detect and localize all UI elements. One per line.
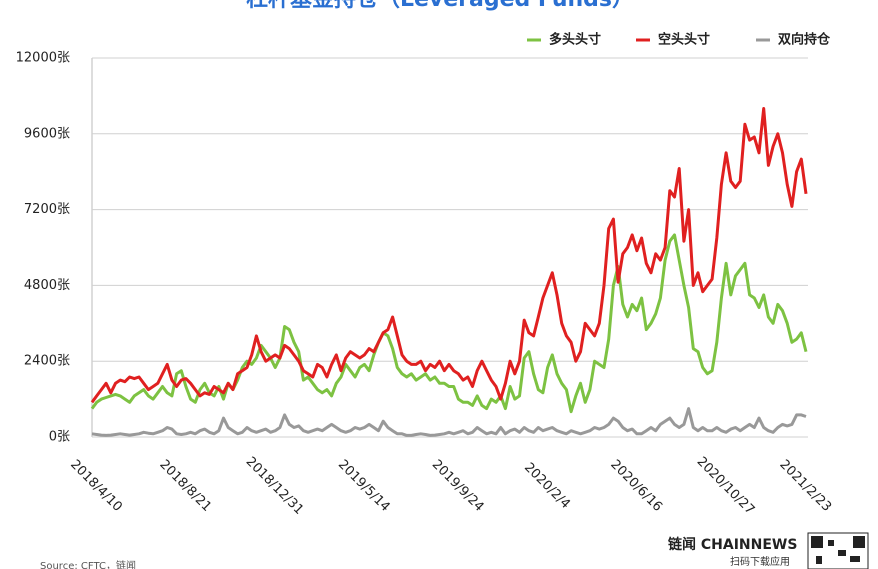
x-tick-label: 2018/12/31 — [243, 454, 307, 518]
y-tick-label: 0张 — [49, 430, 70, 445]
y-tick-label: 2400张 — [24, 354, 70, 369]
x-tick-label: 2020/2/4 — [521, 460, 573, 512]
x-tick-label: 2019/5/14 — [335, 457, 393, 515]
line — [90, 107, 808, 404]
x-tick-label: 2020/10/27 — [694, 454, 758, 518]
logo-caption: 扫码下载应用 — [730, 555, 790, 568]
x-tick-label: 2018/4/10 — [67, 457, 125, 515]
x-tick-label: 2018/8/21 — [156, 457, 214, 515]
x-tick-label: 2021/2/23 — [776, 457, 834, 515]
legend-label: 空头头寸 — [658, 32, 710, 48]
y-tick-label: 9600张 — [24, 126, 70, 141]
y-tick-label: 7200张 — [24, 202, 70, 217]
x-tick-label: 2020/6/16 — [607, 457, 665, 515]
chart-title: 杠杆基金持仓（Leveraged Funds） — [246, 0, 634, 12]
y-tick-label: 12000张 — [16, 51, 70, 66]
line — [91, 407, 807, 437]
line — [90, 233, 808, 414]
qr-code — [807, 532, 869, 569]
y-tick-label: 4800张 — [24, 278, 70, 293]
source: Source: CFTC，链闻 — [40, 559, 136, 569]
legend-label: 多头头寸 — [549, 32, 601, 48]
legend-label: 双向持仓 — [778, 32, 831, 48]
x-tick-label: 2019/9/24 — [429, 457, 487, 515]
logo: 链闻 CHAINNEWS — [668, 536, 797, 553]
